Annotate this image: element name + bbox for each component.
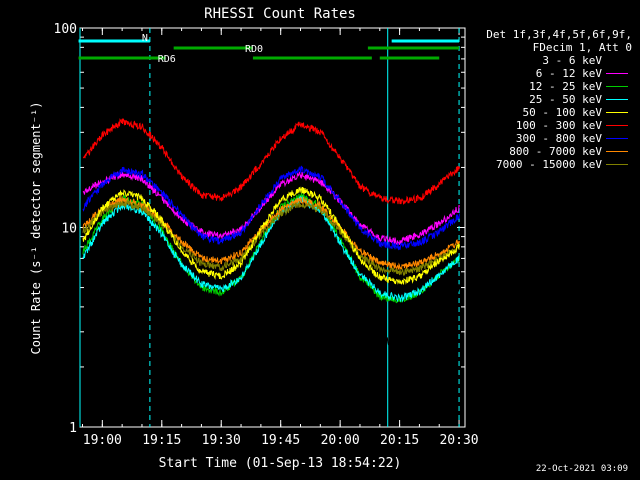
legend-entry: 6 - 12 keV bbox=[482, 67, 632, 80]
x-tick-label: 19:15 bbox=[142, 433, 181, 448]
x-tick-label: 20:30 bbox=[439, 433, 478, 448]
legend-entry: 50 - 100 keV bbox=[482, 106, 632, 119]
x-tick-label: 20:00 bbox=[321, 433, 360, 448]
y-tick-label: 100 bbox=[54, 22, 77, 37]
x-tick-label: 19:30 bbox=[202, 433, 241, 448]
legend-entry: 7000 - 15000 keV bbox=[482, 158, 632, 171]
legend-entry: 25 - 50 keV bbox=[482, 93, 632, 106]
x-axis-label: Start Time (01-Sep-13 18:54:22) bbox=[159, 456, 402, 471]
legend-label: 3 - 6 keV bbox=[542, 54, 602, 67]
legend-header-line: Det 1f,3f,4f,5f,6f,9f, bbox=[486, 28, 632, 41]
series-line bbox=[82, 118, 460, 205]
legend-label: 6 - 12 keV bbox=[535, 67, 602, 80]
legend-entry: 100 - 300 keV bbox=[482, 119, 632, 132]
status-bar-label: RD6 bbox=[158, 54, 176, 65]
legend-label: 7000 - 15000 keV bbox=[496, 158, 602, 171]
series-line bbox=[82, 171, 460, 246]
legend-entry: 12 - 25 keV bbox=[482, 80, 632, 93]
legend-header-line: FDecim 1, Att 0 bbox=[532, 41, 632, 54]
legend-entry: 800 - 7000 keV bbox=[482, 145, 632, 158]
legend-swatch bbox=[606, 164, 628, 165]
x-tick-label: 19:00 bbox=[83, 433, 122, 448]
legend-label: 50 - 100 keV bbox=[522, 106, 602, 119]
series-line bbox=[82, 200, 460, 277]
y-tick-label: 10 bbox=[61, 222, 77, 237]
legend-swatch bbox=[606, 125, 628, 126]
legend-swatch bbox=[606, 73, 628, 74]
series-line bbox=[82, 214, 460, 348]
series-line bbox=[82, 186, 460, 285]
legend-swatch bbox=[606, 151, 628, 152]
y-axis-label: Count Rate (s⁻¹ detector segment⁻¹) bbox=[29, 102, 43, 355]
legend-swatch bbox=[606, 60, 628, 61]
legend-label: 300 - 800 keV bbox=[515, 132, 602, 145]
legend-swatch bbox=[606, 112, 628, 113]
legend-entry: 3 - 6 keV bbox=[482, 54, 632, 67]
status-bar-label: RD0 bbox=[245, 44, 263, 55]
legend-label: 25 - 50 keV bbox=[529, 93, 602, 106]
legend-swatch bbox=[606, 86, 628, 87]
legend-swatch bbox=[606, 138, 628, 139]
y-tick-label: 1 bbox=[69, 421, 77, 436]
series-line bbox=[82, 195, 460, 303]
legend-swatch bbox=[606, 99, 628, 100]
chart-title: RHESSI Count Rates bbox=[204, 6, 356, 22]
series-line bbox=[82, 165, 460, 251]
legend-label: 12 - 25 keV bbox=[529, 80, 602, 93]
timestamp: 22-Oct-2021 03:09 bbox=[535, 464, 628, 474]
x-tick-label: 19:45 bbox=[261, 433, 300, 448]
legend: Det 1f,3f,4f,5f,6f,9f, FDecim 1, Att 0 3… bbox=[482, 28, 632, 171]
x-tick-label: 20:15 bbox=[380, 433, 419, 448]
legend-entry: 300 - 800 keV bbox=[482, 132, 632, 145]
legend-label: 800 - 7000 keV bbox=[509, 145, 602, 158]
legend-label: 100 - 300 keV bbox=[515, 119, 602, 132]
status-bar-label: N bbox=[142, 33, 148, 44]
